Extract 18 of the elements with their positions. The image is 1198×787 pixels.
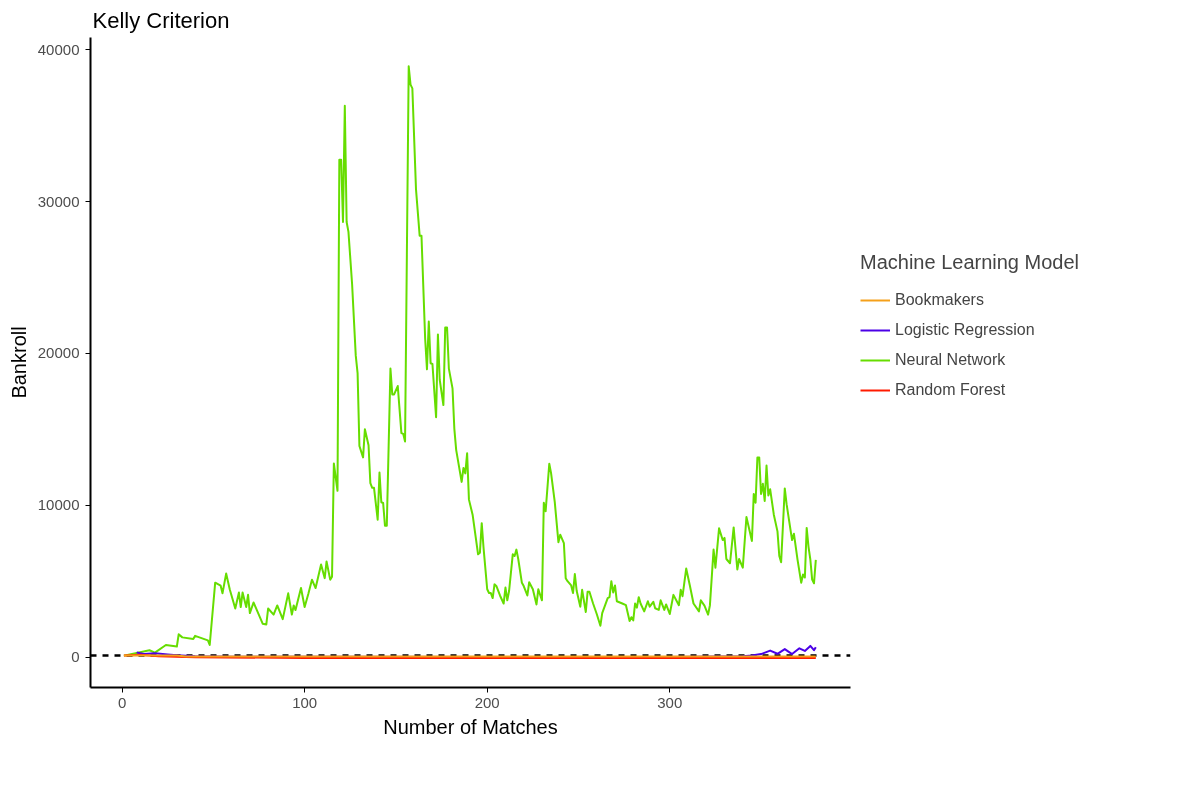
line-series — [122, 65, 817, 657]
y-tick-label: 20000 — [37, 344, 80, 362]
chart-title: Kelly Criterion — [92, 7, 230, 33]
legend-label: Random Forest — [895, 381, 1006, 399]
x-tick-label: 0 — [117, 693, 127, 711]
x-tick-label: 300 — [657, 693, 683, 711]
x-tick-label: 100 — [292, 693, 318, 711]
y-axis-title: Bankroll — [7, 326, 30, 399]
x-axis-title: Number of Matches — [383, 715, 558, 738]
legend-label: Neural Network — [895, 351, 1006, 369]
legend-label: Logistic Regression — [895, 321, 1035, 339]
legend-label: Bookmakers — [895, 291, 984, 309]
x-tick-label: 200 — [474, 693, 500, 711]
y-tick-label: 0 — [71, 648, 80, 666]
y-tick-label: 30000 — [37, 192, 80, 210]
y-tick-label: 10000 — [37, 496, 80, 514]
y-tick-label: 40000 — [37, 40, 80, 58]
legend-title: Machine Learning Model — [860, 251, 1080, 274]
